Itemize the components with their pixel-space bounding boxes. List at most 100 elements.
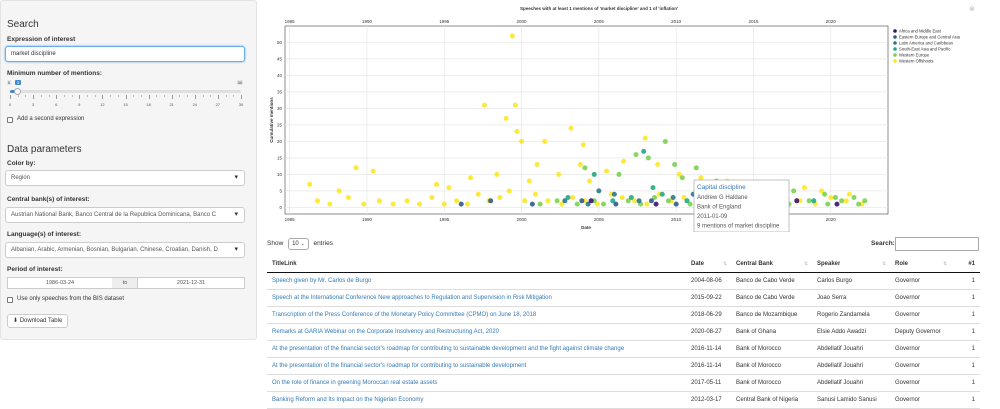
close-icon[interactable]: ⊗ — [969, 6, 975, 13]
data-point[interactable] — [559, 201, 565, 207]
expression-input[interactable]: market discipline — [5, 46, 245, 62]
col-header-central-bank[interactable]: Central Bank — [736, 261, 774, 267]
data-point[interactable] — [522, 198, 528, 204]
col-header-role[interactable]: Role — [895, 261, 909, 267]
data-point[interactable] — [446, 185, 452, 191]
table-search-input[interactable] — [895, 237, 979, 251]
data-point[interactable] — [644, 201, 650, 207]
data-point[interactable] — [570, 195, 576, 201]
data-point[interactable] — [652, 195, 658, 201]
data-point[interactable] — [601, 201, 607, 207]
data-point[interactable] — [616, 171, 622, 177]
data-point[interactable] — [441, 201, 447, 207]
cell-title[interactable]: At the presentation of the financial sec… — [272, 363, 527, 369]
download-table-button[interactable]: ⬇ Download Table — [7, 314, 69, 328]
legend-swatch[interactable] — [893, 29, 897, 33]
legend-label[interactable]: Western Offshoots — [899, 59, 934, 64]
data-point[interactable] — [806, 198, 812, 204]
data-point[interactable] — [353, 165, 359, 171]
data-point[interactable] — [636, 198, 642, 204]
legend-label[interactable]: South-East Asia and Pacific — [899, 47, 950, 52]
legend-label[interactable]: Western Europe — [899, 53, 930, 58]
cell-title[interactable]: Transcription of the Press Conference of… — [272, 312, 537, 318]
date-to-input[interactable]: 2021-12-31 — [137, 277, 245, 289]
data-point[interactable] — [594, 201, 600, 207]
data-point[interactable] — [672, 162, 678, 168]
col-header-title[interactable]: TitleLink — [272, 261, 297, 267]
data-point[interactable] — [856, 201, 862, 207]
data-point[interactable] — [577, 162, 583, 168]
central-bank-select[interactable]: Austrian National Bank, Banco Central de… — [5, 207, 245, 223]
data-point[interactable] — [458, 201, 464, 207]
data-point[interactable] — [839, 198, 845, 204]
cell-title[interactable]: At the presentation of the financial sec… — [272, 346, 625, 352]
data-point[interactable] — [834, 201, 840, 207]
data-point[interactable] — [621, 158, 627, 164]
data-point[interactable] — [665, 198, 671, 204]
data-point[interactable] — [687, 201, 693, 207]
data-point[interactable] — [628, 195, 634, 201]
data-point[interactable] — [494, 171, 500, 177]
data-point[interactable] — [519, 138, 525, 144]
data-point[interactable] — [512, 102, 518, 108]
data-point[interactable] — [670, 195, 676, 201]
data-point[interactable] — [633, 152, 639, 158]
data-point[interactable] — [464, 201, 470, 207]
date-from-input[interactable]: 1986-03-24 — [7, 277, 113, 289]
data-point[interactable] — [591, 171, 597, 177]
data-point[interactable] — [554, 198, 560, 204]
legend-label[interactable]: Eastern Europe and Central Asia — [899, 35, 961, 40]
data-point[interactable] — [532, 191, 538, 197]
legend-swatch[interactable] — [893, 59, 897, 63]
legend-label[interactable]: Africa and Middle East — [899, 29, 942, 34]
data-point[interactable] — [582, 165, 588, 171]
data-point[interactable] — [631, 198, 637, 204]
legend-label[interactable]: Latin America and Caribbean — [899, 41, 954, 46]
data-point[interactable] — [588, 198, 594, 204]
data-point[interactable] — [811, 198, 817, 204]
data-point[interactable] — [579, 198, 585, 204]
data-point[interactable] — [404, 198, 410, 204]
color-by-select[interactable]: Region ▾ — [5, 170, 245, 186]
data-point[interactable] — [662, 138, 668, 144]
legend-swatch[interactable] — [893, 53, 897, 57]
entries-length-select[interactable]: 10 ⌄ — [288, 238, 309, 250]
data-point[interactable] — [676, 171, 682, 177]
data-point[interactable] — [506, 188, 512, 194]
data-point[interactable] — [611, 191, 617, 197]
data-point[interactable] — [587, 178, 593, 184]
add-expression-checkbox[interactable] — [7, 117, 13, 123]
data-point[interactable] — [851, 195, 857, 201]
data-point[interactable] — [542, 138, 548, 144]
legend-swatch[interactable] — [893, 47, 897, 51]
data-point[interactable] — [574, 201, 580, 207]
sort-icon[interactable]: ⇅ — [804, 261, 809, 267]
data-point[interactable] — [468, 175, 474, 181]
data-point[interactable] — [390, 201, 396, 207]
data-point[interactable] — [679, 175, 685, 181]
col-header-date[interactable]: Date — [691, 261, 705, 267]
language-select[interactable]: Albanian, Arabic, Armenian, Bosnian, Bul… — [5, 242, 245, 258]
data-point[interactable] — [509, 33, 515, 39]
data-point[interactable] — [537, 201, 543, 207]
data-point[interactable] — [529, 201, 535, 207]
data-point[interactable] — [545, 198, 551, 204]
legend-swatch[interactable] — [893, 35, 897, 39]
data-point[interactable] — [794, 198, 800, 204]
data-point[interactable] — [625, 198, 631, 204]
data-point[interactable] — [610, 198, 616, 204]
data-point[interactable] — [684, 198, 690, 204]
sort-icon[interactable]: ⇅ — [882, 261, 887, 267]
data-point[interactable] — [534, 162, 540, 168]
data-point[interactable] — [655, 162, 661, 168]
data-point[interactable] — [327, 201, 333, 207]
data-point[interactable] — [565, 195, 571, 201]
data-point[interactable] — [641, 148, 647, 154]
data-point[interactable] — [673, 201, 679, 207]
mentions-slider[interactable]: 0 30 1 0 3 6 9 12 15 18 21 24 27 30 — [7, 79, 247, 109]
data-point[interactable] — [336, 188, 342, 194]
data-point[interactable] — [846, 191, 852, 197]
data-point[interactable] — [822, 191, 828, 197]
data-point[interactable] — [475, 191, 481, 197]
cell-title[interactable]: Speech given by Mr. Carlos de Burgo — [272, 278, 372, 284]
